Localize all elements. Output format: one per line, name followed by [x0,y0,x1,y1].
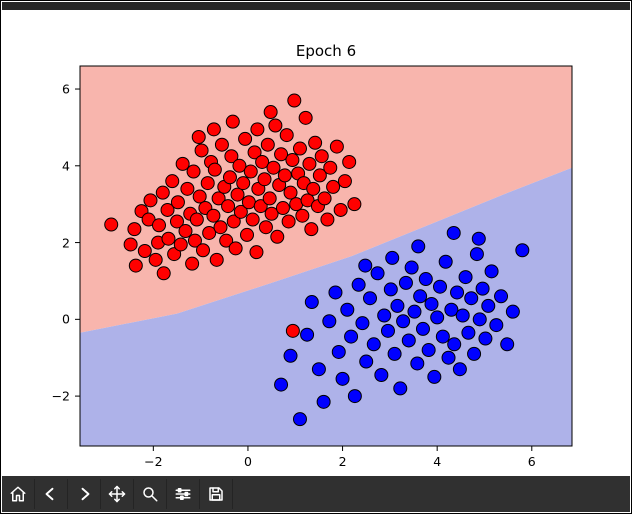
left-arrow-icon [42,485,60,503]
y-tick-label: 6 [62,82,70,97]
scatter-plot [1,1,632,515]
x-tick-label: −2 [144,454,162,469]
right-arrow-icon [75,485,93,503]
axes-title: Epoch 6 [296,42,356,60]
zoom-icon [141,485,159,503]
home-button[interactable] [2,479,35,509]
y-tick-label: 4 [62,158,70,173]
home-icon [9,485,27,503]
x-tick-label: 6 [528,454,536,469]
x-tick-label: 0 [244,454,252,469]
matplotlib-toolbar [2,476,630,512]
configure-button[interactable] [167,479,200,509]
sliders-icon [174,485,192,503]
y-tick-label: 0 [62,312,70,327]
y-tick-label: −2 [52,389,70,404]
figure-window: Epoch 6 −2 0 2 4 6 −2 0 2 4 6 [0,0,632,514]
x-tick-label: 4 [433,454,441,469]
save-button[interactable] [200,479,233,509]
zoom-button[interactable] [134,479,167,509]
pan-button[interactable] [101,479,134,509]
save-icon [207,485,225,503]
back-button[interactable] [35,479,68,509]
x-tick-label: 2 [339,454,347,469]
forward-button[interactable] [68,479,101,509]
y-tick-label: 2 [62,235,70,250]
move-icon [108,485,126,503]
